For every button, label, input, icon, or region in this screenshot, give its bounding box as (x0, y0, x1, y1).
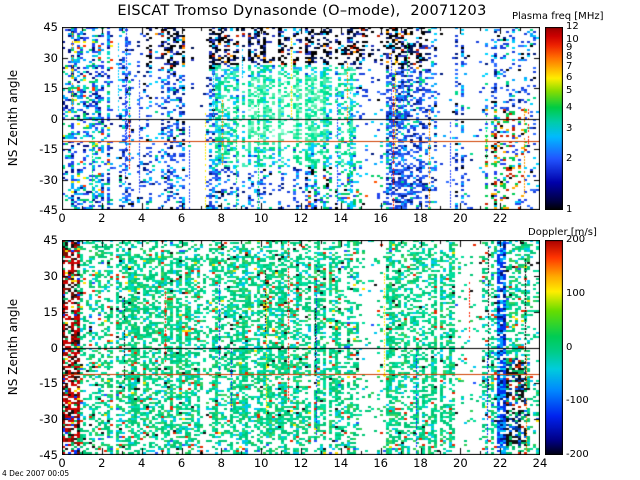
x-tick-label: 12 (293, 456, 309, 470)
x-tick-label: 6 (177, 456, 186, 470)
y-tick-label: 30 (43, 50, 58, 65)
colorbar-tick-label: 0 (566, 341, 573, 353)
colorbar-title-doppler: Doppler [m/s] (528, 227, 597, 238)
colorbar-tick-label: 6 (566, 72, 573, 84)
x-tick-label: 14 (333, 456, 349, 470)
y-tick-label: 0 (50, 111, 58, 126)
y-axis-label-top: NS Zenith angle (6, 69, 20, 167)
x-tick-label: 16 (373, 456, 388, 470)
y-tick-label: 45 (43, 20, 58, 34)
plasma-frequency-heatmap (62, 27, 540, 210)
colorbar-tick-label: -100 (566, 395, 589, 407)
x-tick-label: 8 (217, 456, 225, 470)
x-tick-label: 10 (253, 211, 269, 225)
y-tick-label: 15 (43, 81, 58, 95)
x-tick-label: 16 (373, 211, 388, 225)
x-tick-label: 14 (333, 211, 349, 225)
y-tick-label: -45 (39, 448, 58, 462)
x-tick-label: 4 (137, 211, 146, 225)
colorbar-tick-label: 8 (566, 50, 573, 62)
x-tick-label: 8 (217, 211, 225, 225)
page-title: EISCAT Tromso Dynasonde (O–mode), 200712… (117, 3, 487, 19)
colorbar-tick-label: 7 (566, 60, 573, 72)
colorbar-tick-label: 3 (566, 123, 573, 135)
y-tick-label: 0 (50, 340, 58, 355)
doppler-colorbar (545, 240, 563, 455)
x-tick-label: 18 (413, 456, 428, 470)
x-tick-label: 0 (58, 456, 66, 470)
x-tick-label: 2 (98, 456, 106, 470)
colorbar-tick-label: 12 (566, 21, 579, 32)
x-tick-label: 18 (413, 211, 428, 225)
x-tick-label: 22 (492, 456, 508, 470)
colorbar-tick-label: 1 (566, 204, 573, 215)
x-tick-label: 2 (98, 211, 106, 225)
y-tick-label: -30 (39, 412, 58, 427)
colorbar-tick-label: 4 (566, 101, 573, 113)
y-tick-label: 15 (43, 304, 58, 319)
y-tick-label: -30 (39, 172, 58, 187)
x-tick-label: 0 (58, 211, 66, 225)
doppler-heatmap (62, 240, 540, 455)
y-tick-label: 45 (43, 233, 58, 247)
colorbar-tick-label: 9 (566, 42, 573, 54)
y-tick-label: -15 (39, 376, 58, 391)
y-tick-label: 30 (43, 268, 58, 283)
x-tick-label: 10 (253, 456, 269, 470)
colorbar-tick-label: 200 (566, 234, 586, 245)
x-tick-label: 20 (453, 211, 468, 225)
colorbar-tick-label: 10 (566, 34, 579, 46)
colorbar-tick-label: -200 (566, 449, 589, 460)
colorbar-tick-label: 100 (566, 287, 586, 299)
colorbar-tick-label: 5 (566, 85, 573, 97)
x-tick-label: 12 (293, 211, 309, 225)
x-tick-label: 6 (177, 211, 186, 225)
y-tick-label: -45 (39, 203, 58, 217)
plot-timestamp: 4 Dec 2007 00:05 (2, 469, 70, 478)
colorbar-tick-label: 2 (566, 152, 573, 164)
y-axis-label-bottom: NS Zenith angle (6, 298, 20, 396)
y-tick-label: -15 (39, 142, 58, 156)
plasma-frequency-colorbar (545, 27, 563, 210)
x-tick-label: 22 (492, 211, 508, 225)
x-tick-label: 4 (137, 456, 146, 470)
colorbar-title-plasma-freq: Plasma freq [MHz] (512, 11, 604, 22)
x-tick-label: 20 (453, 456, 468, 470)
x-tick-label: 24 (532, 456, 548, 470)
